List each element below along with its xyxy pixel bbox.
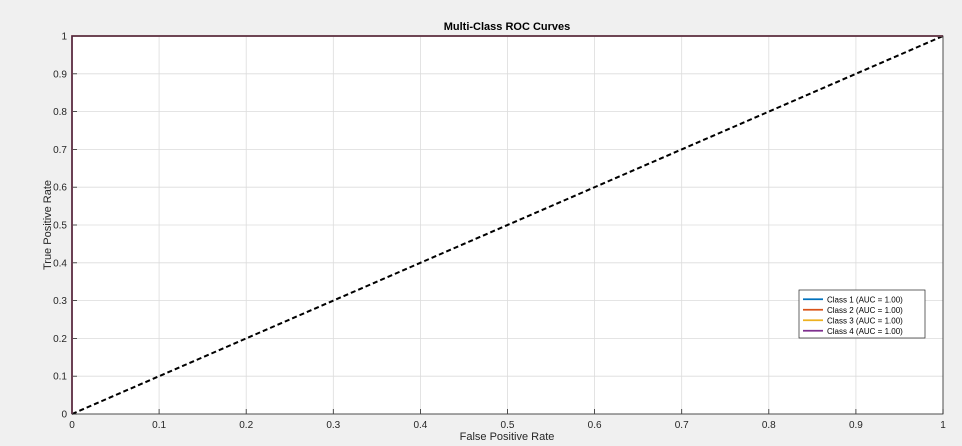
- x-tick-label: 1: [940, 420, 946, 431]
- x-tick-labels: 0 0.1 0.2 0.3 0.4 0.5 0.6 0.7 0.8 0.9 1: [69, 420, 946, 431]
- y-axis-label: True Positive Rate: [42, 180, 54, 270]
- chart-title: Multi-Class ROC Curves: [444, 21, 571, 33]
- legend-label-class-1: Class 1 (AUC = 1.00): [827, 295, 903, 304]
- legend-label-class-2: Class 2 (AUC = 1.00): [827, 306, 903, 315]
- x-tick-label: 0.9: [849, 420, 863, 431]
- y-tick-label: 0.5: [53, 221, 67, 232]
- y-tick-label: 0.9: [53, 69, 67, 80]
- reference-line-layer: [71, 35, 944, 415]
- y-tick-label: 0: [61, 410, 67, 421]
- y-tick-label: 1: [61, 32, 67, 43]
- x-tick-label: 0: [69, 420, 75, 431]
- y-tick-label: 0.4: [53, 258, 67, 269]
- legend-label-class-3: Class 3 (AUC = 1.00): [827, 316, 903, 325]
- x-tick-label: 0.6: [588, 420, 602, 431]
- y-tick-label: 0.6: [53, 183, 67, 194]
- x-tick-label: 0.8: [762, 420, 776, 431]
- x-tick-label: 0.2: [239, 420, 253, 431]
- reference-diagonal-line: [71, 35, 944, 415]
- y-tick-labels: 0 0.1 0.2 0.3 0.4 0.5 0.6 0.7 0.8 0.9 1: [53, 32, 67, 421]
- y-tick-label: 0.8: [53, 107, 67, 118]
- x-tick-label: 0.4: [413, 420, 427, 431]
- y-tick-label: 0.2: [53, 334, 67, 345]
- x-tick-label: 0.3: [326, 420, 340, 431]
- x-tick-label: 0.7: [675, 420, 689, 431]
- y-tick-label: 0.1: [53, 372, 67, 383]
- x-tick-label: 0.5: [501, 420, 515, 431]
- y-tick-label: 0.3: [53, 296, 67, 307]
- x-tick-label: 0.1: [152, 420, 166, 431]
- axes-box: [71, 35, 944, 415]
- legend: Class 1 (AUC = 1.00) Class 2 (AUC = 1.00)…: [798, 289, 926, 339]
- y-tick-label: 0.7: [53, 145, 67, 156]
- x-axis-label: False Positive Rate: [460, 431, 555, 443]
- legend-label-class-4: Class 4 (AUC = 1.00): [827, 327, 903, 336]
